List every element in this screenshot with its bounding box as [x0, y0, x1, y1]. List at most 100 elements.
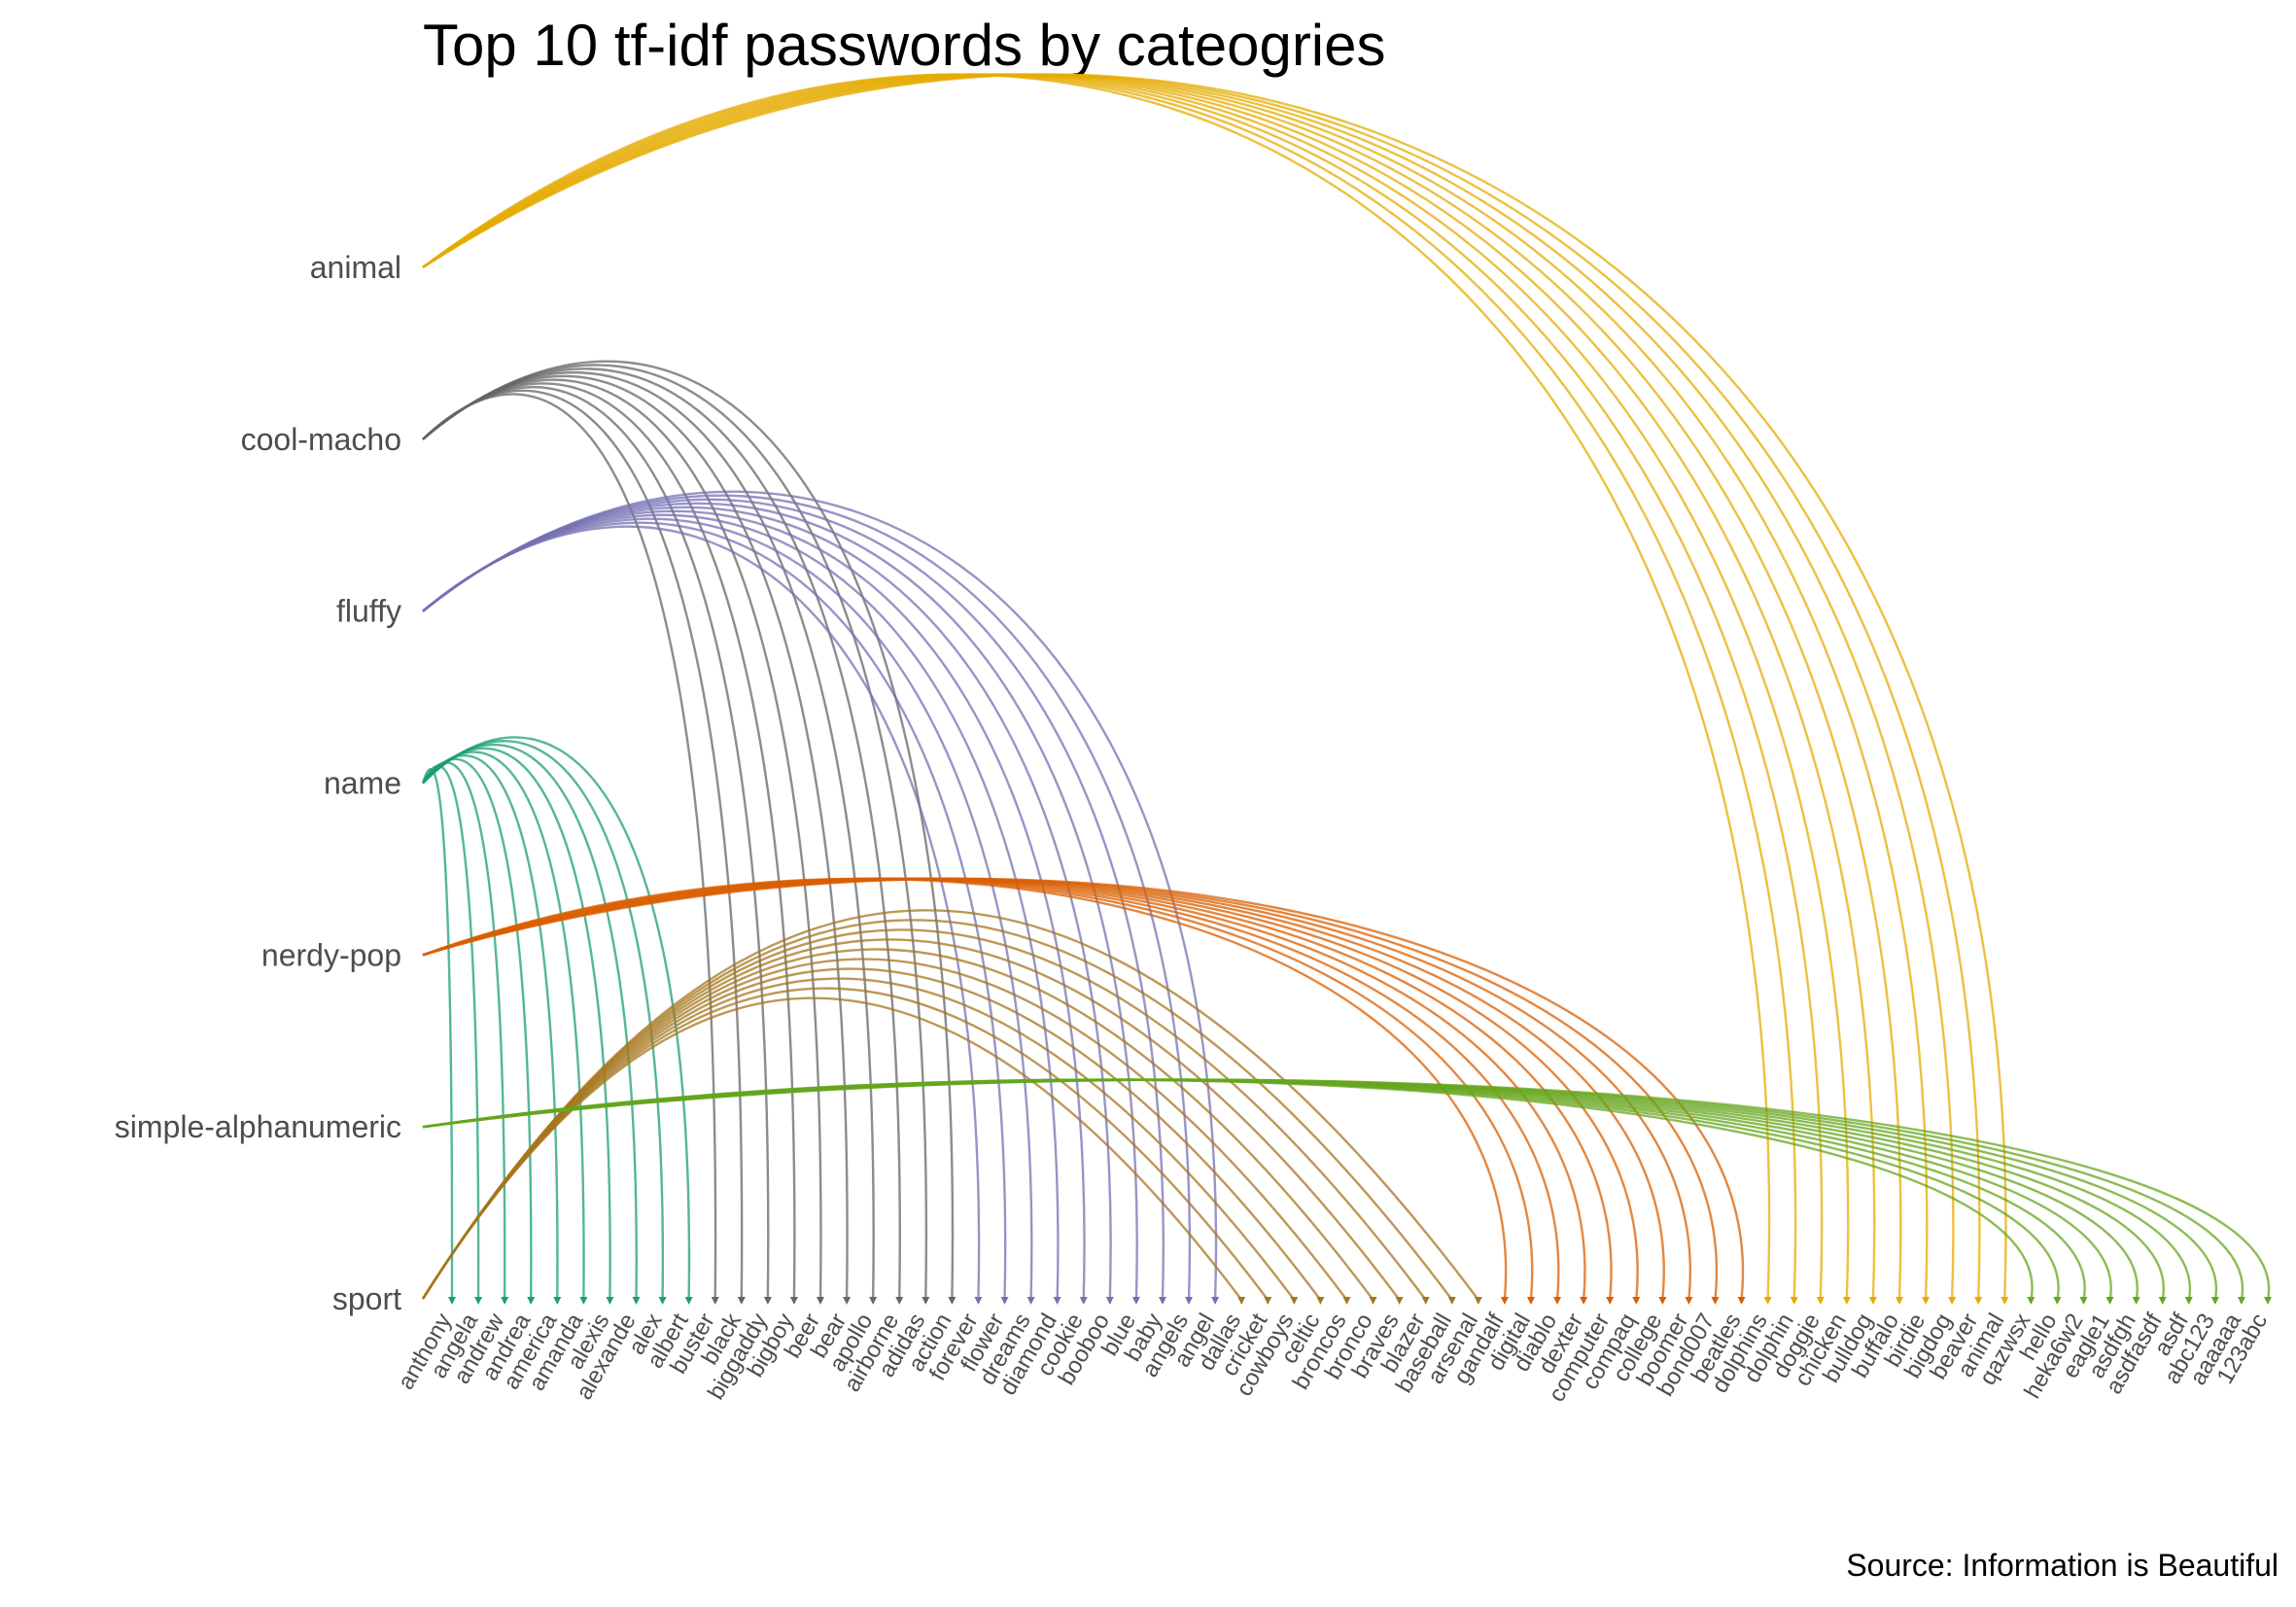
arc-group-simple-alphanumeric [422, 1078, 2272, 1305]
arrowhead-biggaddy [763, 1297, 772, 1305]
arc-simple-alphanumeric-asdfgh [422, 1078, 2139, 1301]
arrowhead-bronco [1369, 1297, 1377, 1305]
category-label-fluffy: fluffy [336, 594, 401, 629]
arrowhead-animal [2000, 1297, 2009, 1305]
arc-sport-dallas [421, 996, 1243, 1301]
arrowhead-cowboys [1290, 1297, 1299, 1305]
arrowhead-alexande [632, 1297, 641, 1305]
arrowhead-diablo [1553, 1297, 1562, 1305]
arc-fluffy-forever [422, 525, 981, 1301]
arrowhead-eagle1 [2105, 1297, 2114, 1305]
arrowhead-dallas [1237, 1297, 1246, 1305]
category-label-nerdy-pop: nerdy-pop [261, 937, 401, 972]
arc-name-alexande [422, 743, 638, 1301]
arc-simple-alphanumeric-eagle1 [422, 1078, 2112, 1301]
arc-animal-animal [422, 73, 2007, 1301]
arc-animal-buffalo [422, 73, 1902, 1301]
arrowhead-flower [1000, 1297, 1009, 1305]
arrowhead-arsenal [1474, 1297, 1482, 1305]
arrowhead-heka6w2 [2079, 1297, 2088, 1305]
arrowhead-angela [474, 1297, 483, 1305]
arrowhead-beer [817, 1297, 825, 1305]
chart-title: Top 10 tf-idf passwords by cateogries [423, 13, 1386, 78]
arrowhead-buffalo [1895, 1297, 1903, 1305]
arc-animal-doggie [422, 73, 1824, 1301]
arrowhead-bear [843, 1297, 852, 1305]
source-caption: Source: Information is Beautiful [1846, 1548, 2279, 1583]
arc-group-cool-macho [422, 360, 957, 1305]
arrowhead-baseball [1447, 1297, 1456, 1305]
arrowhead-buster [711, 1297, 719, 1305]
arrowhead-qazwsx [2027, 1297, 2035, 1305]
arc-sport-arsenal [421, 909, 1479, 1301]
arrowhead-chicken [1842, 1297, 1851, 1305]
arrowhead-beatles [1737, 1297, 1746, 1305]
arrowhead-apollo [869, 1297, 878, 1305]
arrowhead-bigdog [1948, 1297, 1957, 1305]
arrowhead-beaver [1974, 1297, 1983, 1305]
arc-group-nerdy-pop [422, 877, 1746, 1305]
arc-animal-bigdog [422, 73, 1955, 1301]
arrowhead-college [1658, 1297, 1667, 1305]
arrowhead-asdfgh [2132, 1297, 2140, 1305]
arrowhead-boomer [1685, 1297, 1693, 1305]
arrowhead-hello [2053, 1297, 2062, 1305]
category-label-animal: animal [310, 250, 401, 285]
arrowhead-broncos [1342, 1297, 1351, 1305]
arrowhead-asdf [2184, 1297, 2193, 1305]
arrowhead-dreams [1026, 1297, 1035, 1305]
arc-name-alex [422, 740, 665, 1301]
category-label-simple-alphanumeric: simple-alphanumeric [115, 1109, 401, 1144]
arrowhead-digital [1526, 1297, 1535, 1305]
password-labels: anthonyangelaandrewandreaamericaamandaal… [393, 1309, 2273, 1407]
arc-animal-dolphins [422, 73, 1771, 1301]
arrowhead-birdie [1922, 1297, 1931, 1305]
arrowhead-dolphins [1763, 1297, 1772, 1305]
arrowhead-forever [974, 1297, 983, 1305]
arrowhead-airborne [895, 1297, 904, 1305]
arc-fluffy-angel [422, 490, 1218, 1301]
arrowhead-compaq [1632, 1297, 1641, 1305]
arc-name-albert [422, 736, 691, 1301]
arc-animal-chicken [422, 73, 1850, 1301]
arrowhead-bulldog [1868, 1297, 1877, 1305]
arc-animal-dolphin [422, 73, 1797, 1301]
arrowhead-asdfasdf [2158, 1297, 2167, 1305]
arc-animal-beaver [422, 73, 1981, 1301]
arrowhead-amanda [579, 1297, 588, 1305]
arc-name-anthony [421, 768, 454, 1301]
arcs-layer [421, 73, 2272, 1305]
category-labels: animal cool-macho fluffy name nerdy-pop simpl… [115, 250, 401, 1316]
arc-simple-alphanumeric-123abc [422, 1078, 2271, 1301]
arc-group-fluffy [422, 490, 1220, 1305]
arrowhead-action [948, 1297, 957, 1305]
arrowhead-blazer [1421, 1297, 1430, 1305]
arrowhead-cricket [1264, 1297, 1272, 1305]
arrowhead-angel [1211, 1297, 1220, 1305]
arc-sport-broncos [421, 958, 1348, 1301]
arrowhead-blue [1131, 1297, 1140, 1305]
arrowhead-andrea [527, 1297, 536, 1305]
arrowhead-computer [1606, 1297, 1615, 1305]
arrowhead-celtic [1316, 1297, 1325, 1305]
arc-simple-alphanumeric-aaaaaa [422, 1078, 2244, 1301]
arc-animal-birdie [422, 73, 1929, 1301]
arrowhead-booboo [1105, 1297, 1114, 1305]
arrowhead-alex [658, 1297, 667, 1305]
arc-simple-alphanumeric-heka6w2 [422, 1078, 2086, 1301]
arrowhead-albert [684, 1297, 693, 1305]
arc-nerdy-pop-beatles [422, 877, 1745, 1301]
arc-simple-alphanumeric-hello [422, 1078, 2060, 1301]
arrowhead-gandalf [1500, 1297, 1509, 1305]
arc-animal-bulldog [422, 73, 1876, 1301]
arc-name-amanda [422, 751, 585, 1301]
arc-fluffy-diamond [422, 513, 1060, 1301]
arrowhead-bigboy [789, 1297, 798, 1305]
arrowhead-123abc [2264, 1297, 2272, 1305]
arrowhead-america [553, 1297, 562, 1305]
arrowhead-alexis [606, 1297, 614, 1305]
arrowhead-diamond [1053, 1297, 1061, 1305]
arc-cool-macho-action [422, 360, 955, 1301]
arrowhead-baby [1158, 1297, 1166, 1305]
